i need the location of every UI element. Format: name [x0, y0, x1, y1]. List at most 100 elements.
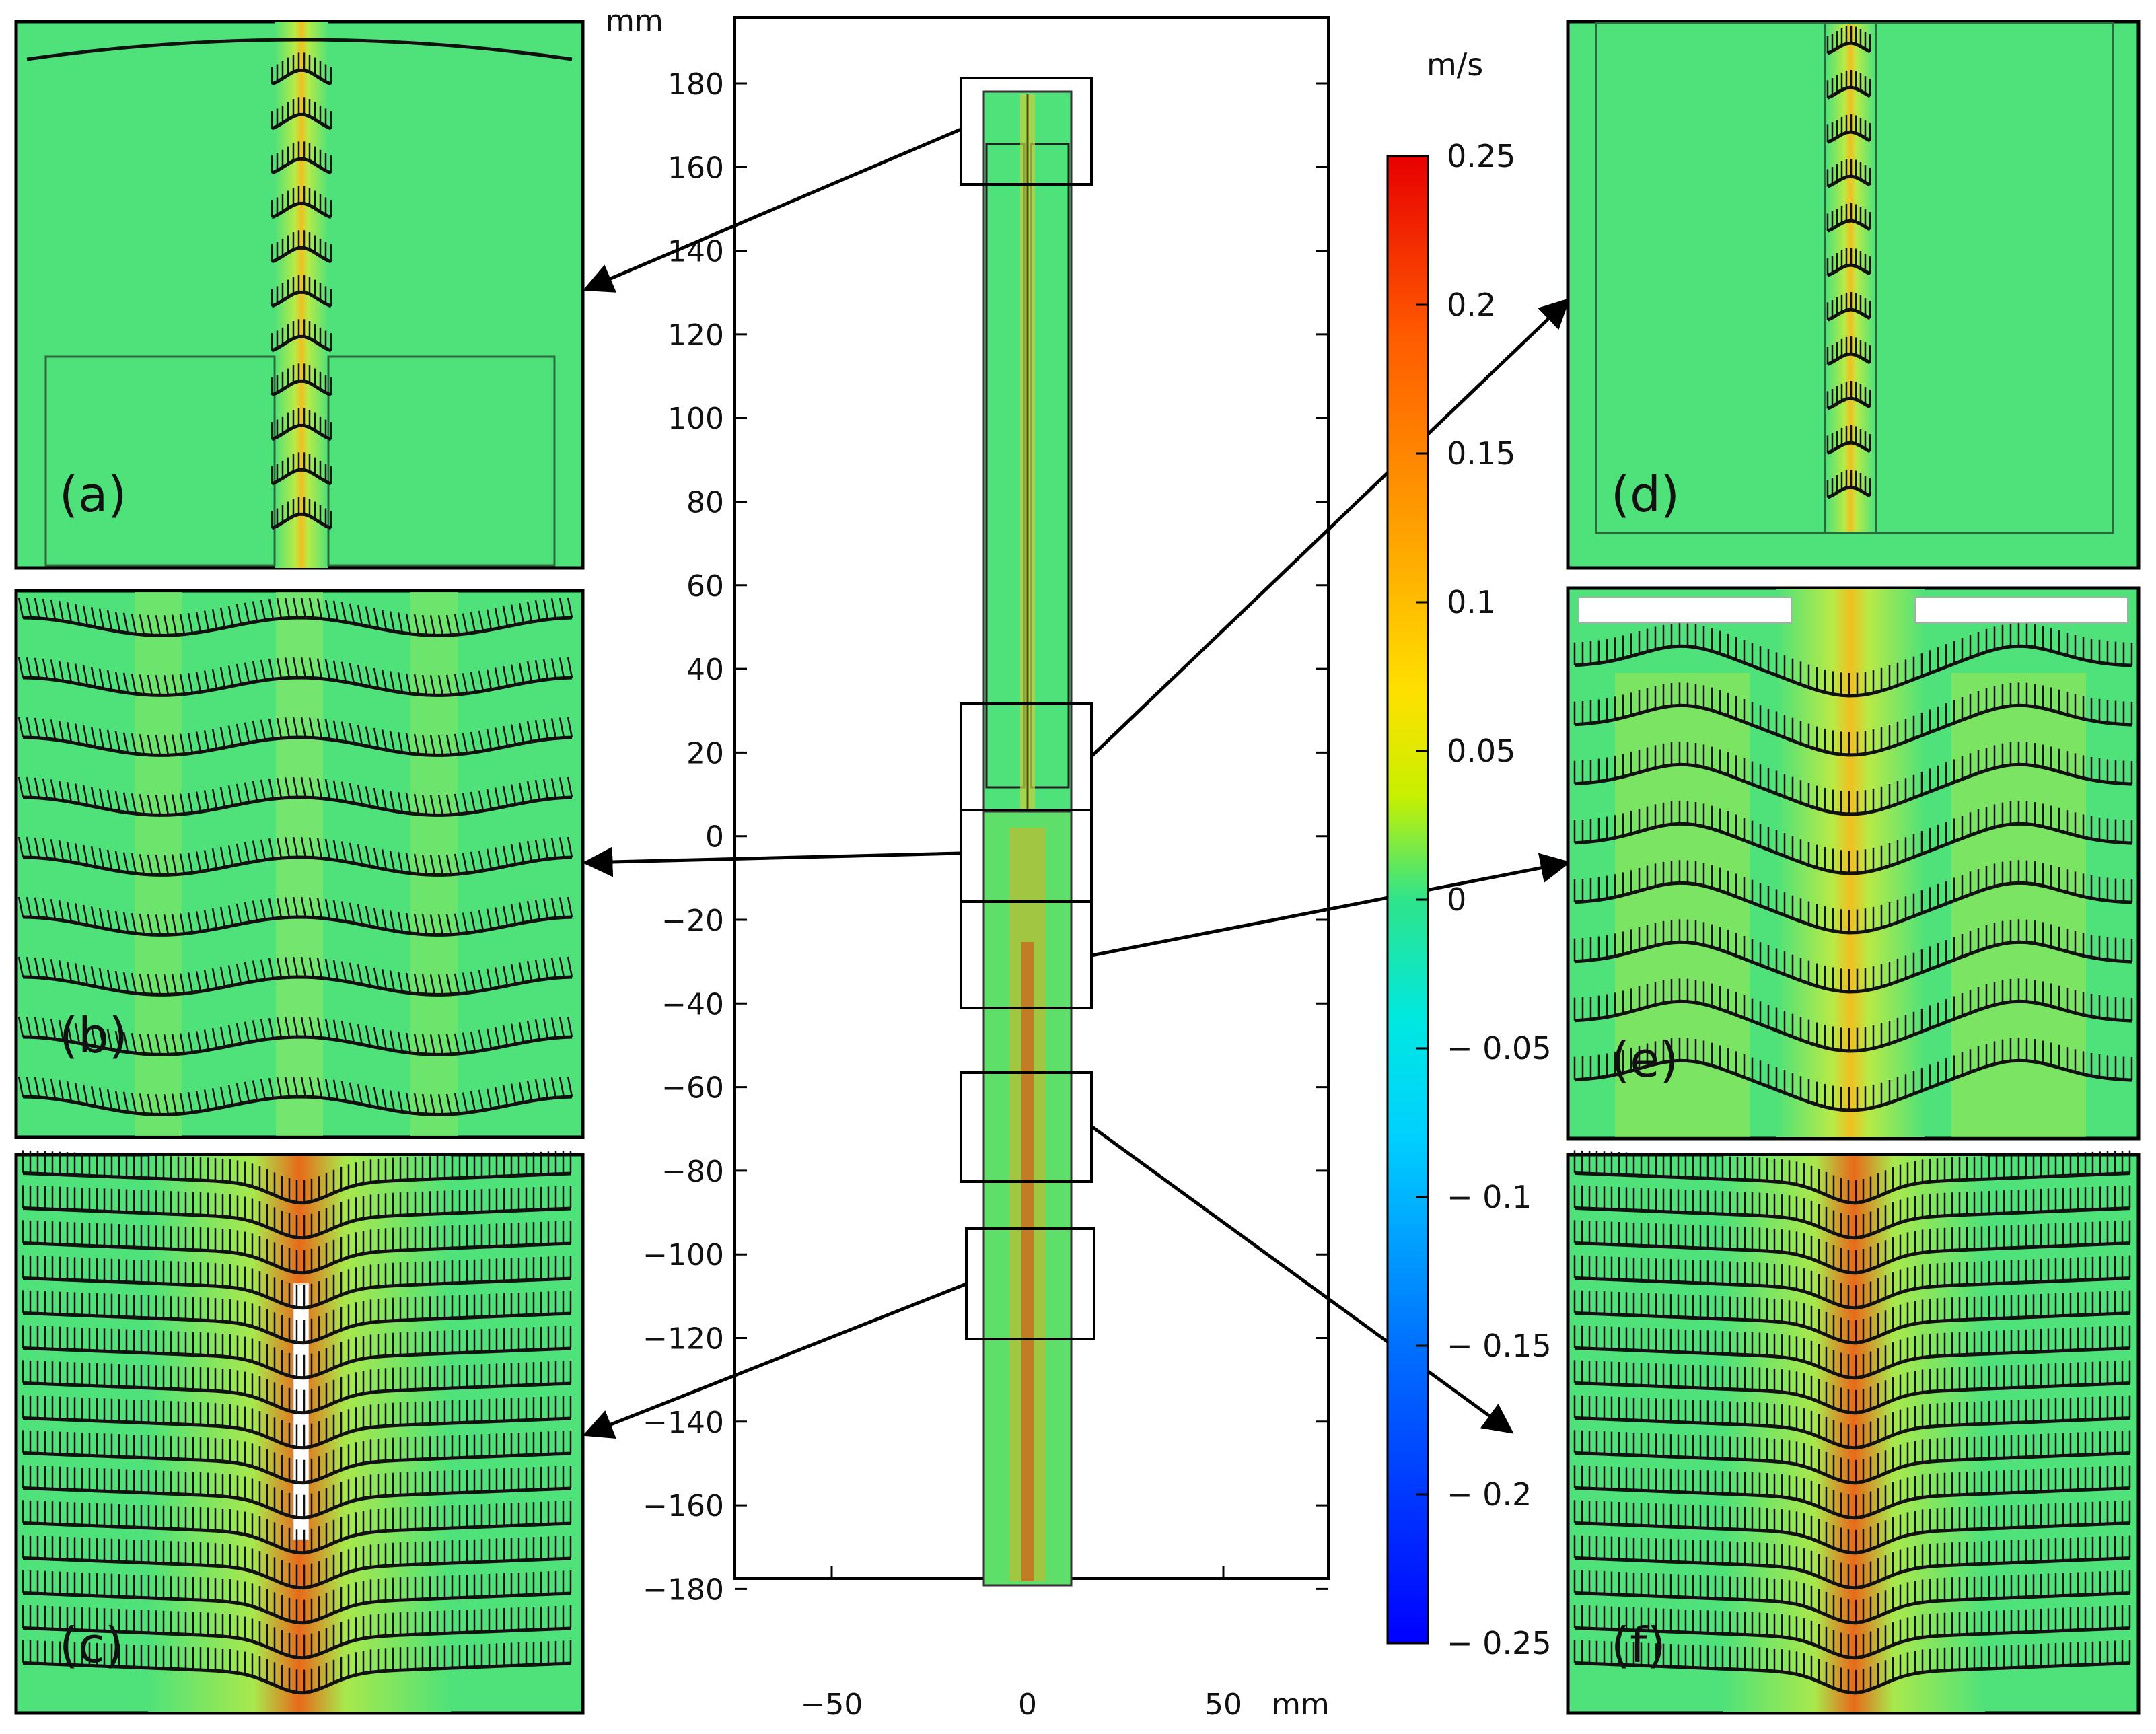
velocity-arrow: [139, 794, 145, 815]
velocity-arrow: [381, 1089, 388, 1110]
velocity-arrow: [227, 665, 234, 686]
velocity-arrow: [316, 898, 323, 918]
velocity-arrow: [139, 674, 145, 695]
velocity-arrow: [510, 604, 517, 625]
velocity-arrow: [284, 598, 291, 618]
velocity-arrow: [421, 1093, 428, 1115]
velocity-arrow: [454, 1033, 460, 1054]
velocity-arrow: [373, 1087, 380, 1108]
velocity-arrow: [462, 1092, 468, 1113]
arrow-front: [22, 1095, 573, 1116]
velocity-arrow: [82, 904, 89, 926]
velocity-arrow: [421, 854, 428, 875]
arrow-front: [1826, 41, 1871, 55]
velocity-arrow: [17, 657, 24, 678]
velocity-arrow: [502, 1025, 509, 1046]
velocity-arrow: [42, 598, 48, 620]
velocity-arrow: [179, 913, 186, 934]
velocity-arrow: [437, 914, 444, 935]
velocity-arrow: [74, 663, 81, 684]
arrow-front: [22, 1381, 571, 1415]
velocity-arrow: [340, 721, 347, 742]
velocity-arrow: [227, 845, 234, 866]
velocity-arrow: [74, 723, 81, 744]
velocity-arrow: [219, 727, 226, 748]
velocity-arrow: [429, 1094, 436, 1115]
velocity-arrow: [227, 606, 234, 626]
velocity-arrow: [260, 779, 266, 801]
velocity-arrow: [494, 1087, 501, 1108]
velocity-arrow: [203, 670, 210, 691]
velocity-arrow: [147, 974, 153, 995]
x-tick-label: 50: [1205, 1688, 1242, 1722]
y-tick-label: −100: [643, 1238, 724, 1272]
velocity-arrow: [381, 610, 388, 630]
velocity-arrow: [559, 1077, 565, 1097]
panel-a-arrow-rows: [271, 52, 332, 530]
arrow-front: [22, 1241, 571, 1275]
panel-d: (d): [1566, 20, 2141, 570]
callout-arrows: [582, 127, 1571, 1439]
velocity-arrow: [526, 1020, 533, 1042]
panel-label-d: (d): [1611, 466, 1680, 523]
velocity-arrow: [236, 1023, 242, 1044]
velocity-arrow: [139, 1034, 145, 1054]
velocity-arrow: [114, 791, 121, 812]
velocity-arrow: [550, 1077, 557, 1098]
velocity-arrow: [405, 1092, 412, 1114]
velocity-arrow: [381, 969, 388, 990]
velocity-arrow: [559, 957, 565, 978]
velocity-arrow: [122, 672, 129, 694]
colorbar-tick-label: − 0.05: [1447, 1030, 1552, 1067]
velocity-arrow: [50, 719, 57, 740]
velocity-arrow: [567, 836, 573, 858]
y-tick-label: −180: [643, 1573, 724, 1607]
velocity-arrow: [252, 601, 258, 622]
x-tick-label: 0: [1018, 1688, 1037, 1722]
velocity-arrow: [437, 1034, 444, 1055]
velocity-arrow: [518, 783, 525, 803]
velocity-arrow: [122, 792, 129, 814]
velocity-arrow: [526, 1080, 533, 1101]
velocity-arrow: [437, 675, 444, 696]
velocity-arrow: [462, 613, 468, 634]
velocity-arrow: [90, 667, 97, 688]
velocity-arrow: [203, 910, 210, 931]
velocity-arrow: [155, 795, 161, 816]
velocity-arrow: [131, 674, 137, 694]
velocity-arrow: [357, 904, 363, 925]
arrow-front: [22, 1556, 571, 1590]
velocity-arrow: [542, 659, 549, 680]
velocity-arrow: [284, 657, 291, 678]
colorbar-tick-label: 0.1: [1447, 584, 1496, 620]
velocity-arrow: [494, 1027, 501, 1048]
velocity-arrow: [308, 897, 315, 918]
velocity-arrow: [268, 659, 275, 680]
velocity-arrow: [260, 719, 266, 741]
velocity-arrow: [236, 663, 242, 685]
velocity-arrow: [34, 957, 40, 978]
velocity-arrow: [66, 661, 73, 683]
velocity-arrow: [276, 598, 283, 619]
arrow-front: [1574, 999, 2132, 1053]
velocity-arrow: [542, 779, 549, 799]
velocity-arrow: [397, 792, 404, 813]
velocity-arrow: [357, 844, 363, 865]
velocity-arrow: [147, 914, 153, 935]
velocity-arrow: [187, 1091, 194, 1113]
velocity-arrow: [163, 734, 170, 756]
central-plot: mm mm 180160140120100806040200−20−40−60−…: [606, 4, 1330, 1722]
velocity-arrow: [470, 731, 476, 753]
velocity-arrow: [171, 1093, 178, 1114]
velocity-arrow: [17, 1016, 24, 1038]
velocity-arrow: [155, 735, 161, 756]
velocity-arrow: [147, 794, 153, 816]
velocity-arrow: [470, 971, 476, 992]
velocity-arrow: [276, 777, 283, 799]
velocity-arrow: [550, 598, 557, 619]
velocity-arrow: [58, 900, 65, 921]
velocity-arrow: [397, 732, 404, 753]
velocity-arrow: [308, 717, 315, 738]
velocity-arrow: [381, 670, 388, 690]
velocity-arrow: [98, 1027, 105, 1048]
